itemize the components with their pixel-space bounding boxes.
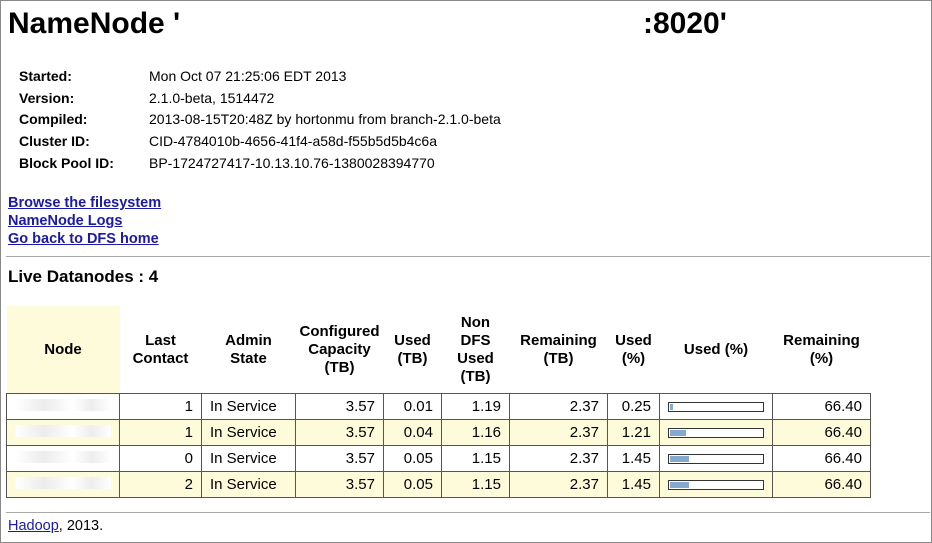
remaining-tb-cell: 2.37 (509, 471, 608, 498)
used-bar-cell (659, 419, 773, 446)
usage-bar-fill (670, 404, 673, 411)
usage-bar (668, 454, 764, 465)
configured-capacity-cell: 3.57 (295, 471, 384, 498)
dfs-home-link[interactable]: Go back to DFS home (8, 231, 159, 247)
used-bar-cell (659, 445, 773, 472)
remaining-pct-cell: 66.40 (772, 445, 871, 472)
usage-bar-fill (670, 430, 686, 437)
remaining-tb-cell: 2.37 (509, 393, 608, 420)
used-pct-cell: 1.45 (607, 471, 660, 498)
table-header-row: Node Last Contact Admin State Configured… (6, 306, 871, 394)
used-pct-cell: 1.45 (607, 445, 660, 472)
admin-state-cell: In Service (201, 393, 296, 420)
used-tb-cell: 0.05 (383, 471, 442, 498)
admin-state-cell: In Service (201, 445, 296, 472)
used-tb-cell: 0.05 (383, 445, 442, 472)
admin-state-cell: In Service (201, 471, 296, 498)
live-datanodes-heading: Live Datanodes : 4 (8, 267, 159, 286)
last-contact-cell: 1 (119, 393, 202, 420)
remaining-tb-cell: 2.37 (509, 419, 608, 446)
info-value: 2.1.0-beta, 1514472 (149, 89, 275, 106)
col-last-contact[interactable]: Last Contact (132, 331, 189, 367)
usage-bar-fill (670, 456, 689, 463)
browse-filesystem-link[interactable]: Browse the filesystem (8, 195, 162, 211)
used-tb-cell: 0.04 (383, 419, 442, 446)
col-remaining-tb[interactable]: Remaining (TB) (520, 331, 597, 367)
node-cell[interactable] (6, 393, 120, 420)
remaining-pct-cell: 66.40 (772, 471, 871, 498)
col-remaining-pct[interactable]: Remaining (%) (783, 331, 860, 367)
info-row: Started: Mon Oct 07 21:25:06 EDT 2013 (19, 66, 501, 88)
non-dfs-used-cell: 1.15 (441, 445, 510, 472)
non-dfs-used-cell: 1.16 (441, 419, 510, 446)
info-value: CID-4784010b-4656-41f4-a58d-f55b5d5b4c6a (149, 133, 437, 150)
last-contact-cell: 0 (119, 445, 202, 472)
configured-capacity-cell: 3.57 (295, 419, 384, 446)
info-value: Mon Oct 07 21:25:06 EDT 2013 (149, 68, 347, 84)
configured-capacity-cell: 3.57 (295, 393, 384, 420)
col-configured-capacity[interactable]: Configured Capacity (TB) (299, 322, 380, 376)
node-cell[interactable] (6, 445, 120, 472)
last-contact-cell: 1 (119, 419, 202, 446)
info-value: 2013-08-15T20:48Z by hortonmu from branc… (149, 111, 501, 128)
col-used-bar: Used (%) (683, 340, 749, 358)
footer: Hadoop, 2013. (8, 518, 103, 534)
info-label: Version: (19, 89, 75, 106)
used-tb-cell: 0.01 (383, 393, 442, 420)
col-node[interactable]: Node (6, 306, 120, 394)
page-title-port: :8020' (643, 7, 727, 40)
used-pct-cell: 0.25 (607, 393, 660, 420)
page-title: NameNode ' (8, 7, 181, 40)
node-cell[interactable] (6, 471, 120, 498)
info-value: BP-1724727417-10.13.10.76-1380028394770 (149, 154, 435, 171)
used-bar-cell (659, 393, 773, 420)
datanodes-table: Node Last Contact Admin State Configured… (6, 306, 871, 498)
usage-bar-fill (670, 482, 689, 489)
info-row: Compiled: 2013-08-15T20:48Z by hortonmu f… (19, 109, 501, 131)
configured-capacity-cell: 3.57 (295, 445, 384, 472)
divider (6, 512, 930, 513)
usage-bar (668, 428, 764, 439)
redacted-node-name (15, 425, 111, 437)
remaining-pct-cell: 66.40 (772, 419, 871, 446)
info-label: Cluster ID: (19, 133, 90, 150)
hadoop-link[interactable]: Hadoop (8, 518, 59, 534)
namenode-logs-link[interactable]: NameNode Logs (8, 213, 123, 229)
col-used-tb[interactable]: Used (TB) (394, 331, 431, 367)
info-row: Cluster ID: CID-4784010b-4656-41f4-a58d-f… (19, 131, 501, 153)
redacted-node-name (15, 477, 111, 489)
remaining-tb-cell: 2.37 (509, 445, 608, 472)
usage-bar (668, 402, 764, 413)
non-dfs-used-cell: 1.15 (441, 471, 510, 498)
usage-bar (668, 480, 764, 491)
admin-state-cell: In Service (201, 419, 296, 446)
nav-links: Browse the filesystem NameNode Logs Go b… (8, 194, 161, 248)
info-row: Version: 2.1.0-beta, 1514472 (19, 88, 501, 110)
divider (6, 256, 930, 257)
table-row: 2 In Service 3.57 0.05 1.15 2.37 1.45 66.40 (6, 471, 871, 498)
last-contact-cell: 2 (119, 471, 202, 498)
info-label: Started: (19, 68, 72, 84)
footer-text: , 2013. (58, 518, 104, 534)
non-dfs-used-cell: 1.19 (441, 393, 510, 420)
remaining-pct-cell: 66.40 (772, 393, 871, 420)
col-non-dfs-used[interactable]: Non DFS Used (TB) (457, 313, 494, 385)
info-label: Compiled: (19, 111, 88, 128)
info-label: Block Pool ID: (19, 154, 114, 171)
namenode-info-table: Started: Mon Oct 07 21:25:06 EDT 2013 Vers… (19, 66, 501, 175)
col-used-pct[interactable]: Used (%) (615, 331, 652, 367)
table-row: 1 In Service 3.57 0.04 1.16 2.37 1.21 66.40 (6, 419, 871, 446)
info-row: Block Pool ID: BP-1724727417-10.13.10.76-… (19, 153, 501, 175)
node-cell[interactable] (6, 419, 120, 446)
used-bar-cell (659, 471, 773, 498)
used-pct-cell: 1.21 (607, 419, 660, 446)
redacted-node-name (15, 451, 111, 463)
redacted-node-name (15, 399, 111, 411)
table-row: 1 In Service 3.57 0.01 1.19 2.37 0.25 66.40 (6, 393, 871, 420)
col-admin-state[interactable]: Admin State (225, 331, 272, 367)
table-row: 0 In Service 3.57 0.05 1.15 2.37 1.45 66.40 (6, 445, 871, 472)
